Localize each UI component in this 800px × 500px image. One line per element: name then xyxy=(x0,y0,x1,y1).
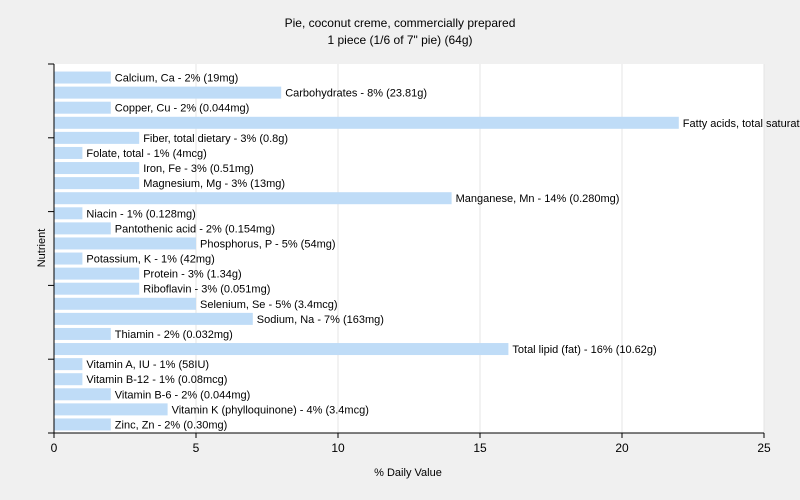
bar-label: Folate, total - 1% (4mcg) xyxy=(86,148,206,160)
bar xyxy=(54,177,140,190)
bar-label: Selenium, Se - 5% (3.4mcg) xyxy=(200,299,338,311)
bar-label: Calcium, Ca - 2% (19mg) xyxy=(115,73,238,85)
bar-label: Fiber, total dietary - 3% (0.8g) xyxy=(143,133,288,145)
bar-label: Carbohydrates - 8% (23.81g) xyxy=(285,88,427,100)
bar-label: Protein - 3% (1.34g) xyxy=(143,269,241,281)
bar-label: Zinc, Zn - 2% (0.30mg) xyxy=(115,419,227,431)
bar xyxy=(54,267,140,280)
bar-label: Potassium, K - 1% (42mg) xyxy=(86,254,214,266)
plot-area: Calcium, Ca - 2% (19mg) Carbohydrates - 8… xyxy=(48,63,800,455)
bar xyxy=(54,282,140,295)
chart-subtitle: 1 piece (1/6 of 7" pie) (64g) xyxy=(327,33,472,47)
bar-label: Niacin - 1% (0.128mg) xyxy=(86,208,195,220)
bar xyxy=(54,192,452,205)
bar-label: Pantothenic acid - 2% (0.154mg) xyxy=(115,223,275,235)
chart-title: Pie, coconut creme, commercially prepare… xyxy=(285,16,516,30)
bar-label: Fatty acids, total saturated - 22% (4.46… xyxy=(683,118,800,130)
bar xyxy=(54,252,83,265)
bar-label: Manganese, Mn - 14% (0.280mg) xyxy=(456,193,620,205)
bar xyxy=(54,373,83,386)
bar xyxy=(54,116,679,129)
x-tick-label: 10 xyxy=(331,441,345,455)
bar xyxy=(54,237,196,250)
bar xyxy=(54,343,509,356)
bar xyxy=(54,207,83,220)
bar xyxy=(54,146,83,159)
bar xyxy=(54,162,140,175)
bar-label: Thiamin - 2% (0.032mg) xyxy=(115,329,233,341)
bar-label: Phosphorus, P - 5% (54mg) xyxy=(200,238,336,250)
bar xyxy=(54,418,111,431)
bar-label: Vitamin K (phylloquinone) - 4% (3.4mcg) xyxy=(172,404,369,416)
x-tick-label: 20 xyxy=(615,441,629,455)
bar xyxy=(54,312,253,325)
bar xyxy=(54,101,111,114)
bar-label: Vitamin A, IU - 1% (58IU) xyxy=(86,359,209,371)
bar-label: Vitamin B-6 - 2% (0.044mg) xyxy=(115,389,251,401)
y-axis-label: Nutrient xyxy=(36,229,48,268)
bar xyxy=(54,86,282,99)
bar xyxy=(54,71,111,84)
bar-label: Sodium, Na - 7% (163mg) xyxy=(257,314,384,326)
bar-label: Copper, Cu - 2% (0.044mg) xyxy=(115,103,250,115)
bar-label: Magnesium, Mg - 3% (13mg) xyxy=(143,178,285,190)
x-tick-label: 5 xyxy=(193,441,200,455)
bar xyxy=(54,403,168,416)
bar-label: Iron, Fe - 3% (0.51mg) xyxy=(143,163,254,175)
x-tick-label: 25 xyxy=(757,441,771,455)
x-tick-label: 0 xyxy=(51,441,58,455)
bar xyxy=(54,131,140,144)
bar xyxy=(54,297,196,310)
x-tick-label: 15 xyxy=(473,441,487,455)
bar-label: Riboflavin - 3% (0.051mg) xyxy=(143,284,270,296)
bar xyxy=(54,327,111,340)
bar-label: Total lipid (fat) - 16% (10.62g) xyxy=(512,344,656,356)
bar xyxy=(54,388,111,401)
x-axis-label: % Daily Value xyxy=(374,467,442,479)
bar xyxy=(54,222,111,235)
bar-label: Vitamin B-12 - 1% (0.08mcg) xyxy=(86,374,227,386)
bar xyxy=(54,358,83,371)
